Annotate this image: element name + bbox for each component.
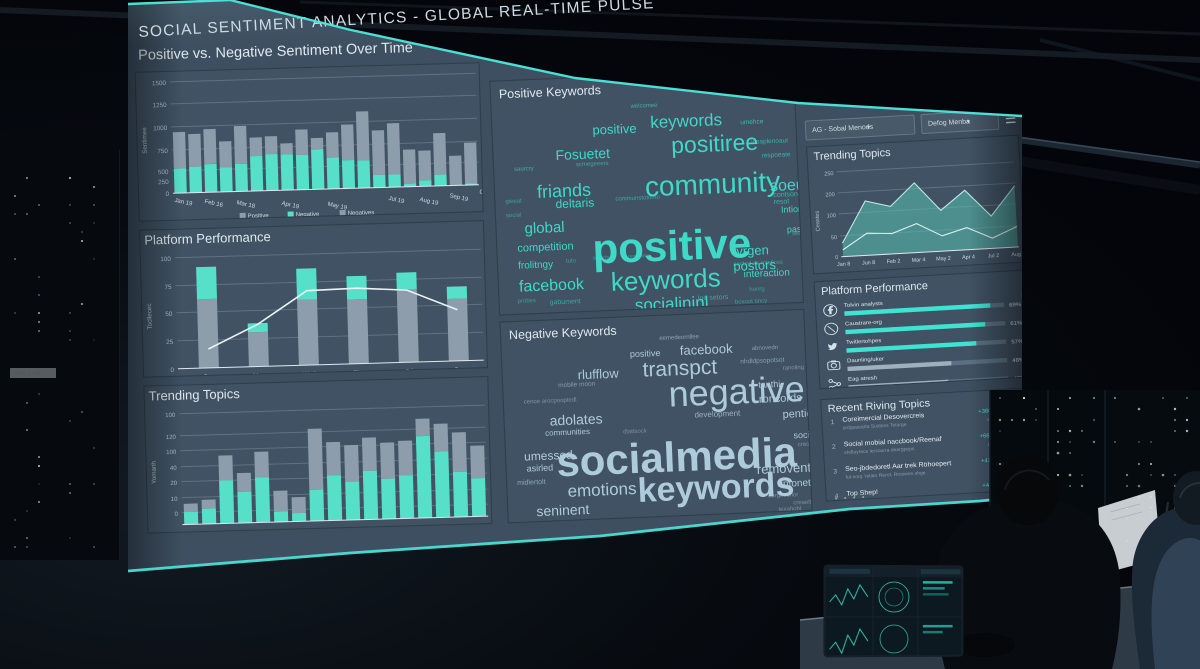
- svg-text:Aug 4: Aug 4: [1011, 252, 1023, 259]
- svg-text:Postrmonder: Postrmonder: [883, 272, 915, 275]
- svg-text:50: 50: [831, 235, 838, 241]
- svg-text:Apr 4: Apr 4: [962, 254, 975, 261]
- svg-text:Tolvin analysts: Tolvin analysts: [844, 301, 883, 309]
- svg-text:Mar 4: Mar 4: [912, 257, 926, 264]
- svg-text:69%: 69%: [1009, 302, 1021, 308]
- svg-text:48%: 48%: [1012, 358, 1023, 364]
- svg-text:100: 100: [826, 213, 836, 220]
- svg-text:Eag atresh: Eag atresh: [848, 375, 877, 382]
- svg-text:May 2: May 2: [936, 256, 951, 263]
- svg-text:RACK 1-09: RACK 1-09: [13, 371, 40, 377]
- svg-text:47%: 47%: [1013, 376, 1023, 382]
- svg-text:Jul 2: Jul 2: [988, 253, 1000, 260]
- svg-text:Caustrare-org: Caustrare-org: [845, 320, 882, 328]
- svg-text:57%: 57%: [1011, 339, 1023, 345]
- svg-text:0: 0: [835, 255, 838, 261]
- svg-text:250: 250: [824, 171, 834, 178]
- svg-text:Ceastes: Ceastes: [815, 210, 822, 231]
- svg-text:Feb 2: Feb 2: [887, 258, 901, 265]
- svg-text:200: 200: [825, 192, 835, 199]
- svg-text:Jun 8: Jun 8: [862, 260, 876, 267]
- svg-text:Twitlertohpes: Twitlertohpes: [846, 338, 882, 346]
- svg-text:Daunling/uker: Daunling/uker: [847, 357, 884, 365]
- svg-text:61%: 61%: [1010, 321, 1022, 327]
- svg-text:Jan 8: Jan 8: [837, 261, 851, 268]
